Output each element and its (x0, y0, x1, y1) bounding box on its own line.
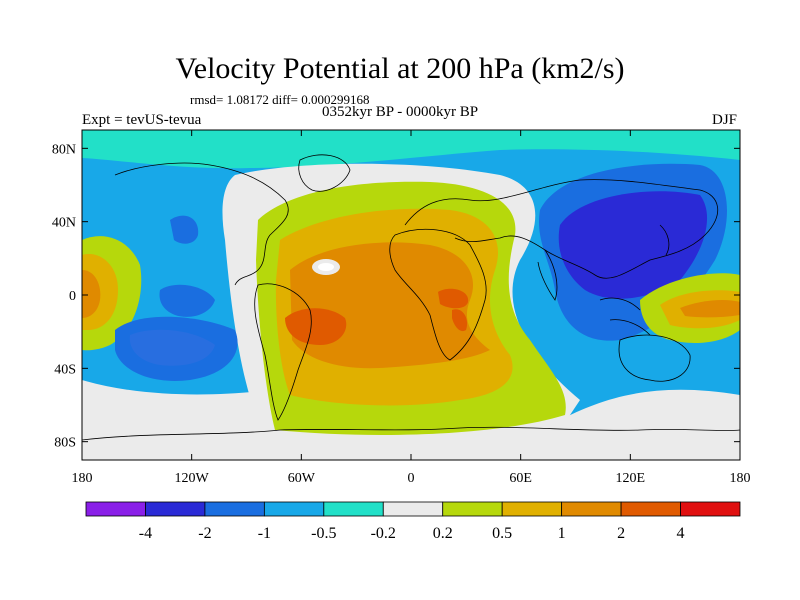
colorbar-swatch (85, 501, 146, 517)
colorbar: -4 -2 -1 -0.5 -0.2 0.2 0.5 1 2 4 (85, 501, 741, 542)
contour-field (82, 130, 740, 460)
x-tick-label: 120W (175, 471, 210, 486)
x-axis: 180 120W 60W 0 60E 120E 180 (72, 130, 751, 486)
colorbar-label: -1 (258, 525, 271, 542)
colorbar-swatch (145, 501, 206, 517)
colorbar-label: -2 (198, 525, 211, 542)
period-label: 0352kyr BP - 0000kyr BP (322, 104, 479, 120)
season-label: DJF (712, 112, 738, 128)
y-tick-label: 40N (52, 216, 76, 231)
x-tick-label: 60E (509, 471, 532, 486)
coast-north-america (114, 162, 289, 286)
coast-australia (618, 334, 691, 382)
x-tick-label: 60W (288, 471, 316, 486)
region-positive-2b (438, 288, 469, 309)
colorbar-label: -0.2 (371, 525, 396, 542)
colorbar-label: 2 (617, 525, 625, 542)
region-neutral-core (318, 263, 334, 271)
region-pacific-negative-d (170, 215, 199, 244)
rmsd-stats: rmsd= 1.08172 diff= 0.000299168 (190, 92, 370, 107)
region-positive-2c (452, 309, 468, 332)
region-south-grey (82, 380, 740, 460)
y-axis: 80N 40N 0 40S 80S (52, 142, 740, 451)
colorbar-label: 0.2 (433, 525, 453, 542)
coast-antarctica (82, 426, 740, 441)
colorbar-swatch (501, 501, 563, 517)
region-east-positive-c (680, 300, 740, 318)
colorbar-label: -4 (139, 525, 152, 542)
coast-indonesia (599, 297, 651, 336)
region-arctic-teal (82, 130, 740, 169)
y-tick-label: 0 (69, 289, 76, 304)
colorbar-swatch (204, 501, 265, 517)
x-tick-label: 180 (72, 471, 93, 486)
coast-japan (659, 224, 670, 256)
colorbar-swatch (442, 501, 503, 517)
colorbar-swatch (561, 501, 622, 517)
experiment-label: Expt = tevUS-tevua (82, 112, 202, 128)
map-title: Velocity Potential at 200 hPa (km2/s) (175, 52, 625, 85)
coast-south-america (254, 283, 312, 421)
colorbar-label: 1 (558, 525, 566, 542)
y-tick-label: 80S (54, 436, 76, 451)
colorbar-label: -0.5 (311, 525, 336, 542)
colorbar-swatch (620, 501, 681, 517)
coast-greenland (298, 154, 351, 192)
x-tick-label: 120E (616, 471, 646, 486)
x-tick-label: 0 (408, 471, 415, 486)
region-negative-2 (558, 191, 708, 299)
region-positive-2 (285, 308, 347, 345)
region-pacific-negative-b (129, 329, 215, 366)
coast-eurasia (404, 179, 719, 279)
region-west-positive-c (82, 270, 101, 318)
colorbar-label: 4 (677, 525, 685, 542)
coast-africa (389, 228, 487, 361)
x-tick-label: 180 (730, 471, 751, 486)
colorbar-swatch (263, 501, 325, 517)
region-pacific-negative-c (159, 284, 215, 317)
y-tick-label: 80N (52, 142, 76, 157)
colorbar-swatch (382, 501, 444, 517)
coastlines (82, 154, 740, 441)
colorbar-swatch (323, 501, 384, 517)
y-tick-label: 40S (54, 362, 76, 377)
coast-india (537, 249, 558, 301)
colorbar-label: 0.5 (492, 525, 512, 542)
colorbar-swatch (680, 501, 741, 517)
